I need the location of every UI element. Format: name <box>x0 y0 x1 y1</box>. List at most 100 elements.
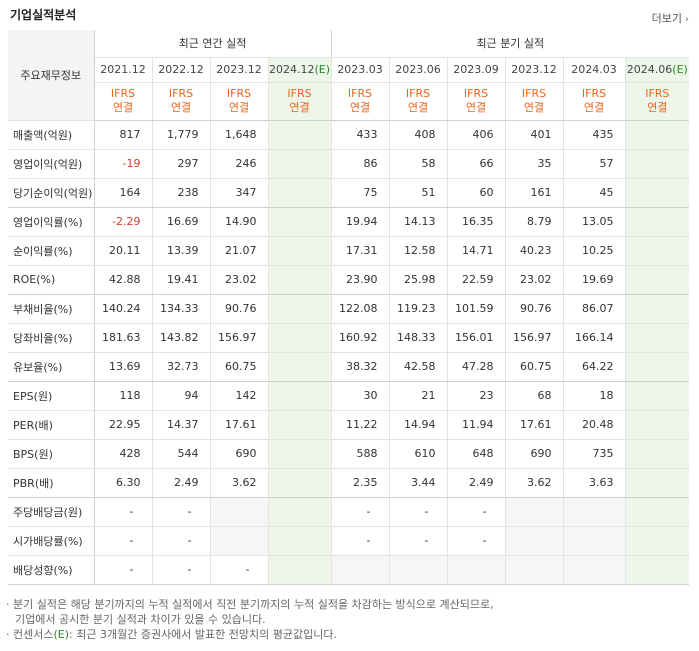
row-label: 주당배당금(원) <box>8 497 95 527</box>
table-cell: 690 <box>505 439 564 469</box>
period-label: 2023.06 <box>395 63 441 76</box>
table-cell: 156.97 <box>505 323 564 353</box>
table-cell <box>563 526 626 556</box>
table-cell: 60.75 <box>210 352 269 382</box>
ifrs-standard: IFRS <box>226 87 252 100</box>
table-cell <box>625 526 690 556</box>
table-cell: 2.35 <box>330 468 390 498</box>
table-cell <box>389 555 448 585</box>
table-cell: 297 <box>152 149 211 179</box>
table-cell <box>210 526 269 556</box>
period-label: 2024.06 <box>626 63 673 76</box>
table-cell: 11.94 <box>447 410 506 440</box>
table-cell <box>268 410 332 440</box>
table-cell: 1,779 <box>152 120 211 150</box>
table-cell <box>625 410 690 440</box>
row-label: 유보율(%) <box>8 352 95 382</box>
ifrs-consolidated: 연결 <box>289 101 310 114</box>
table-cell: 408 <box>389 120 448 150</box>
table-cell: -19 <box>94 149 153 179</box>
table-cell <box>563 497 626 527</box>
period-header: 2022.12 <box>152 57 211 83</box>
estimate-marker: (E) <box>314 63 331 76</box>
footnote-2-prefix: · 컨센서스 <box>6 628 54 641</box>
table-cell <box>268 294 332 324</box>
table-cell: 347 <box>210 178 269 208</box>
table-cell: -2.29 <box>94 207 153 237</box>
table-cell <box>625 439 690 469</box>
table-cell <box>268 178 332 208</box>
table-cell: 161 <box>505 178 564 208</box>
table-cell: 118 <box>94 381 153 411</box>
table-cell <box>505 497 564 527</box>
table-cell: 3.63 <box>563 468 626 498</box>
table-cell <box>268 497 332 527</box>
table-cell: 142 <box>210 381 269 411</box>
table-cell: 544 <box>152 439 211 469</box>
period-label: 2023.09 <box>453 63 499 76</box>
table-cell: 134.33 <box>152 294 211 324</box>
table-cell <box>268 265 332 295</box>
table-cell <box>268 207 332 237</box>
table-cell: 19.41 <box>152 265 211 295</box>
estimate-marker: (E) <box>672 63 688 76</box>
more-link[interactable]: 더보기 › <box>652 10 689 26</box>
table-cell <box>625 352 690 382</box>
period-header: 2023.12 <box>505 57 564 83</box>
table-cell <box>625 149 690 179</box>
table-cell: 3.62 <box>505 468 564 498</box>
ifrs-label: IFRS 연결 <box>447 82 506 121</box>
ifrs-standard: IFRS <box>347 87 373 100</box>
table-cell <box>210 497 269 527</box>
table-cell: 57 <box>563 149 626 179</box>
ifrs-consolidated: 연결 <box>349 101 371 114</box>
table-cell: 428 <box>94 439 153 469</box>
period-header: 2021.12 <box>94 57 153 83</box>
table-row: 부채비율(%) 140.24 134.33 90.76 122.08 119.23 101.… <box>8 294 690 324</box>
table-cell: 143.82 <box>152 323 211 353</box>
table-cell <box>330 555 390 585</box>
table-cell: 32.73 <box>152 352 211 382</box>
row-label: 영업이익률(%) <box>8 207 95 237</box>
table-cell: 40.23 <box>505 236 564 266</box>
table-cell <box>625 236 690 266</box>
table-cell <box>505 526 564 556</box>
footnote-1-cont: 기업에서 공시한 분기 실적과 차이가 있을 수 있습니다. <box>15 613 266 626</box>
ifrs-label: IFRS 연결 <box>389 82 448 121</box>
table-cell: 735 <box>563 439 626 469</box>
table-cell: 119.23 <box>389 294 448 324</box>
table-cell: - <box>447 497 506 527</box>
table-cell: 588 <box>330 439 390 469</box>
table-cell <box>268 323 332 353</box>
period-label: 2024.12 <box>268 63 315 76</box>
table-cell: 45 <box>563 178 626 208</box>
table-cell: 11.22 <box>330 410 390 440</box>
table-cell: - <box>330 497 390 527</box>
footnote-1: · 분기 실적은 해당 분기까지의 누적 실적에서 직전 분기까지의 누적 실적… <box>6 598 494 611</box>
table-cell: 10.25 <box>563 236 626 266</box>
table-cell: 19.94 <box>330 207 390 237</box>
ifrs-row: IFRS 연결 IFRS 연결 IFRS 연결 IFRS 연결 IFRS 연결 IFRS 연결 IFRS… <box>8 82 690 121</box>
ifrs-standard: IFRS <box>405 87 431 100</box>
table-cell <box>268 439 332 469</box>
period-label: 2023.03 <box>337 63 383 76</box>
table-cell: 90.76 <box>210 294 269 324</box>
table-cell: 14.37 <box>152 410 211 440</box>
table-cell: 18 <box>563 381 626 411</box>
table-cell: - <box>330 526 390 556</box>
table-cell: 30 <box>330 381 390 411</box>
table-cell: 13.05 <box>563 207 626 237</box>
table-cell: 58 <box>389 149 448 179</box>
table-cell <box>268 555 332 585</box>
table-cell: 690 <box>210 439 269 469</box>
table-row: 당좌비율(%) 181.63 143.82 156.97 160.92 148.33 156… <box>8 323 690 353</box>
table-cell: 122.08 <box>330 294 390 324</box>
period-label: 2024.03 <box>571 63 617 76</box>
period-header: 2023.12 <box>210 57 269 83</box>
table-cell: - <box>210 555 269 585</box>
table-row: 영업이익률(%) -2.29 16.69 14.90 19.94 14.13 16.35 8.… <box>8 207 690 237</box>
table-cell: - <box>152 497 211 527</box>
table-cell <box>625 323 690 353</box>
table-cell: 47.28 <box>447 352 506 382</box>
table-cell: 23.02 <box>505 265 564 295</box>
